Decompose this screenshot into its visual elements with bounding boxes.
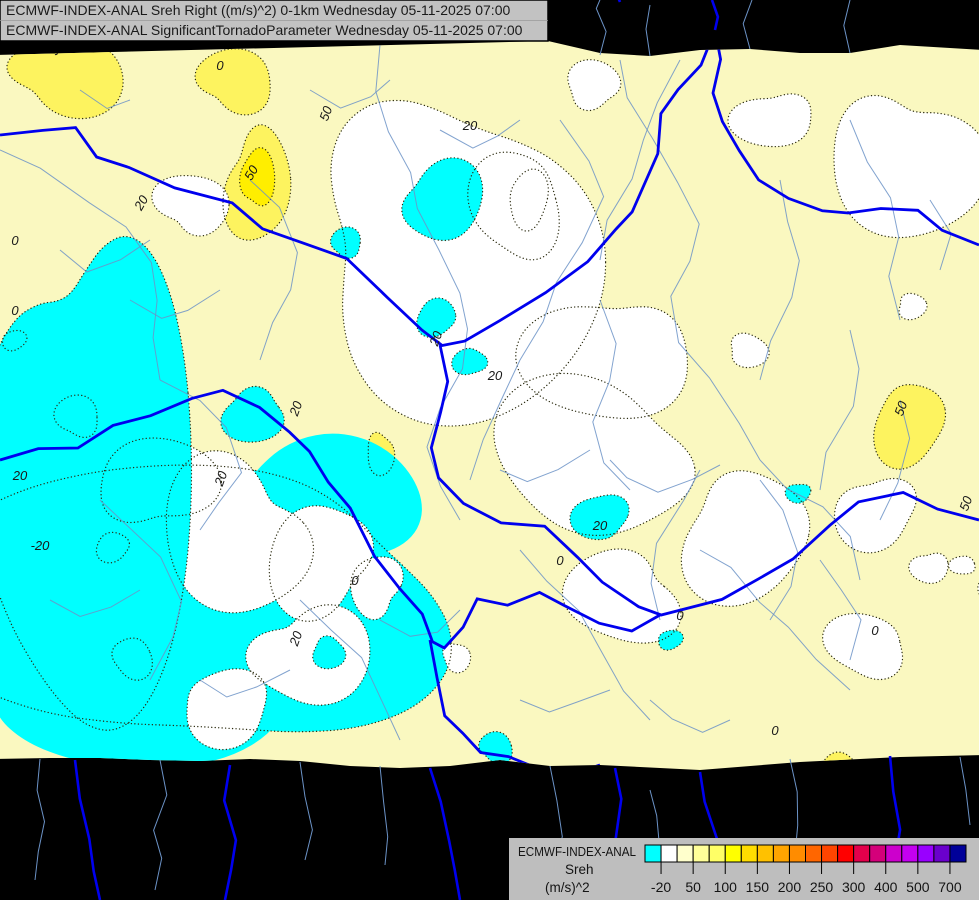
svg-text:(m/s)^2: (m/s)^2 bbox=[545, 880, 590, 895]
svg-text:0: 0 bbox=[871, 623, 879, 638]
svg-text:100: 100 bbox=[714, 879, 738, 895]
svg-text:200: 200 bbox=[778, 879, 802, 895]
svg-text:250: 250 bbox=[810, 879, 834, 895]
svg-text:20: 20 bbox=[12, 468, 28, 483]
svg-text:20: 20 bbox=[592, 518, 608, 533]
svg-text:ECMWF-INDEX-ANAL SignificantTo: ECMWF-INDEX-ANAL SignificantTornadoParam… bbox=[6, 22, 523, 38]
svg-text:0: 0 bbox=[11, 233, 19, 248]
svg-text:150: 150 bbox=[746, 879, 770, 895]
svg-text:Sreh: Sreh bbox=[565, 862, 594, 877]
svg-text:300: 300 bbox=[842, 879, 866, 895]
svg-text:0: 0 bbox=[216, 58, 224, 73]
svg-text:400: 400 bbox=[874, 879, 898, 895]
svg-text:-20: -20 bbox=[651, 879, 671, 895]
svg-text:20: 20 bbox=[462, 118, 478, 133]
svg-text:ECMWF-INDEX-ANAL Sreh Right ((: ECMWF-INDEX-ANAL Sreh Right ((m/s)^2) 0-… bbox=[6, 2, 510, 18]
svg-text:0: 0 bbox=[556, 553, 564, 568]
svg-text:0: 0 bbox=[771, 723, 779, 738]
svg-text:0: 0 bbox=[676, 608, 684, 623]
svg-text:700: 700 bbox=[938, 879, 962, 895]
svg-text:0: 0 bbox=[351, 573, 359, 588]
svg-text:500: 500 bbox=[906, 879, 930, 895]
svg-text:20: 20 bbox=[487, 368, 503, 383]
svg-text:-20: -20 bbox=[31, 538, 51, 553]
svg-text:0: 0 bbox=[11, 303, 19, 318]
svg-text:50: 50 bbox=[685, 879, 701, 895]
svg-text:ECMWF-INDEX-ANAL: ECMWF-INDEX-ANAL bbox=[518, 844, 636, 859]
